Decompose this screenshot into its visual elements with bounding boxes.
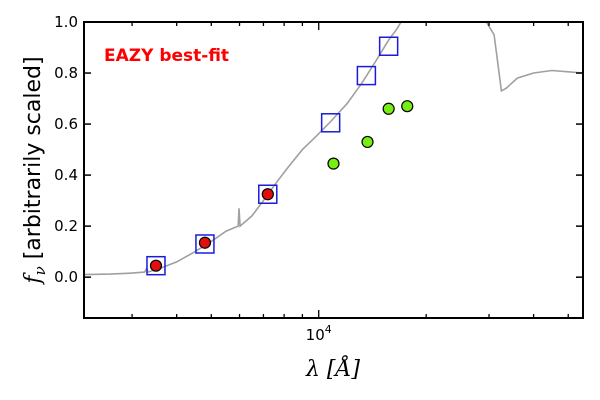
plot-frame [83,21,584,319]
y-tick-label: 0.4 [54,166,78,184]
y-tick-label: 0.2 [54,217,78,235]
observed-flux-point-green [361,135,374,149]
model-flux-square [195,234,215,254]
ticks-layer: 0.0 0.2 0.4 0.6 0.8 1.0 104 [54,13,583,344]
model-flux-square [356,65,377,86]
model-flux-square [146,255,166,276]
model-flux-square [378,36,399,56]
y-tick-label: 0.0 [54,268,78,286]
chart-annotation: EAZY best-fit [104,46,229,66]
y-tick-label: 0.6 [54,115,78,133]
model-flux-square [258,184,278,204]
y-tick-label: 0.8 [54,64,78,82]
x-tick-label: 104 [306,323,332,344]
observed-flux-point-green [401,100,414,113]
y-axis-title: fν [arbitrarily scaled] [21,56,49,285]
y-tick-label: 1.0 [54,13,78,31]
x-axis-title: λ [Å] [305,354,360,382]
model-flux-square [320,113,341,133]
observed-flux-point-red [261,188,274,201]
observed-flux-point-red [149,259,163,272]
observed-flux-point-red [198,236,212,249]
observed-flux-point-green [327,157,340,170]
marks-layer [146,36,414,276]
observed-flux-point-green [382,102,395,115]
